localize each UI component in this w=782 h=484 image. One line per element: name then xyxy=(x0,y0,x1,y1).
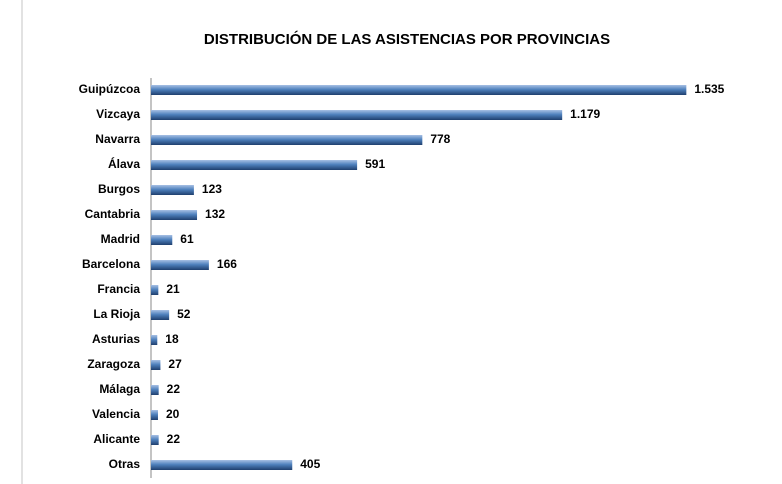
bar xyxy=(151,85,687,95)
value-label: 18 xyxy=(165,332,179,346)
value-label: 20 xyxy=(166,407,180,421)
chart-title: DISTRIBUCIÓN DE LAS ASISTENCIAS POR PROV… xyxy=(204,30,610,48)
value-label: 1.179 xyxy=(570,107,600,121)
bar xyxy=(151,160,358,170)
category-label: Álava xyxy=(108,156,140,171)
category-label: Barcelona xyxy=(82,257,140,271)
value-label: 778 xyxy=(430,132,450,146)
bar xyxy=(151,435,159,445)
bar xyxy=(151,460,293,470)
bar xyxy=(151,185,194,195)
category-label: Alicante xyxy=(93,432,140,446)
value-label: 27 xyxy=(168,357,182,371)
value-label: 123 xyxy=(202,182,222,196)
category-label: Madrid xyxy=(101,232,140,246)
category-label: Cantabria xyxy=(85,207,141,221)
value-label: 22 xyxy=(167,432,181,446)
category-label: Otras xyxy=(109,457,141,471)
value-label: 21 xyxy=(166,282,180,296)
category-label: Asturias xyxy=(92,332,140,346)
category-label: Valencia xyxy=(92,407,140,421)
category-label: Burgos xyxy=(98,182,140,196)
category-label: Guipúzcoa xyxy=(79,82,141,96)
bar xyxy=(151,235,173,245)
value-label: 591 xyxy=(365,157,385,171)
value-label: 1.535 xyxy=(694,82,724,96)
category-label: La Rioja xyxy=(93,307,140,321)
value-label: 132 xyxy=(205,207,225,221)
category-label: Vizcaya xyxy=(96,107,140,121)
value-label: 22 xyxy=(167,382,181,396)
bar xyxy=(151,360,161,370)
bar xyxy=(151,260,209,270)
bar xyxy=(151,285,159,295)
bar xyxy=(151,135,423,145)
bar xyxy=(151,335,158,345)
category-label: Navarra xyxy=(95,132,140,146)
value-label: 52 xyxy=(177,307,191,321)
category-label: Málaga xyxy=(99,382,140,396)
value-label: 61 xyxy=(180,232,194,246)
bar xyxy=(151,210,198,220)
category-label: Zaragoza xyxy=(87,357,140,371)
bar xyxy=(151,310,170,320)
value-label: 405 xyxy=(300,457,320,471)
category-label: Francia xyxy=(97,282,140,296)
bar xyxy=(151,110,563,120)
bar xyxy=(151,410,158,420)
bar xyxy=(151,385,159,395)
value-label: 166 xyxy=(217,257,237,271)
